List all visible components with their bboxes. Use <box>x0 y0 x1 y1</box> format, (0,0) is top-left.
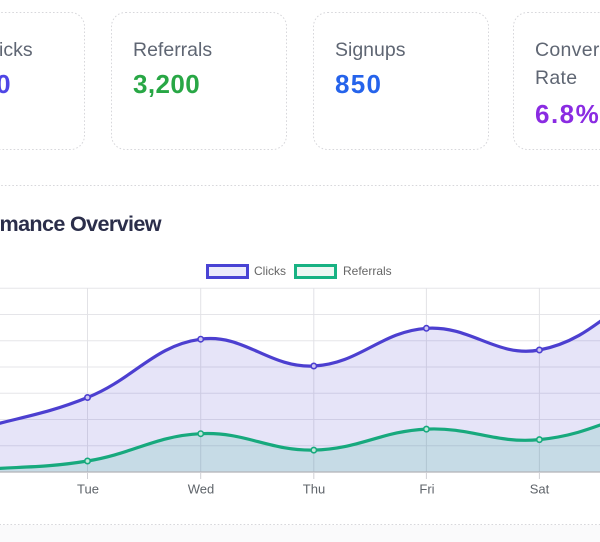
svg-text:Thu: Thu <box>303 482 325 497</box>
svg-text:Wed: Wed <box>188 482 215 497</box>
svg-text:Fri: Fri <box>419 482 434 497</box>
svg-text:Sat: Sat <box>530 482 550 497</box>
svg-text:Tue: Tue <box>77 482 99 497</box>
